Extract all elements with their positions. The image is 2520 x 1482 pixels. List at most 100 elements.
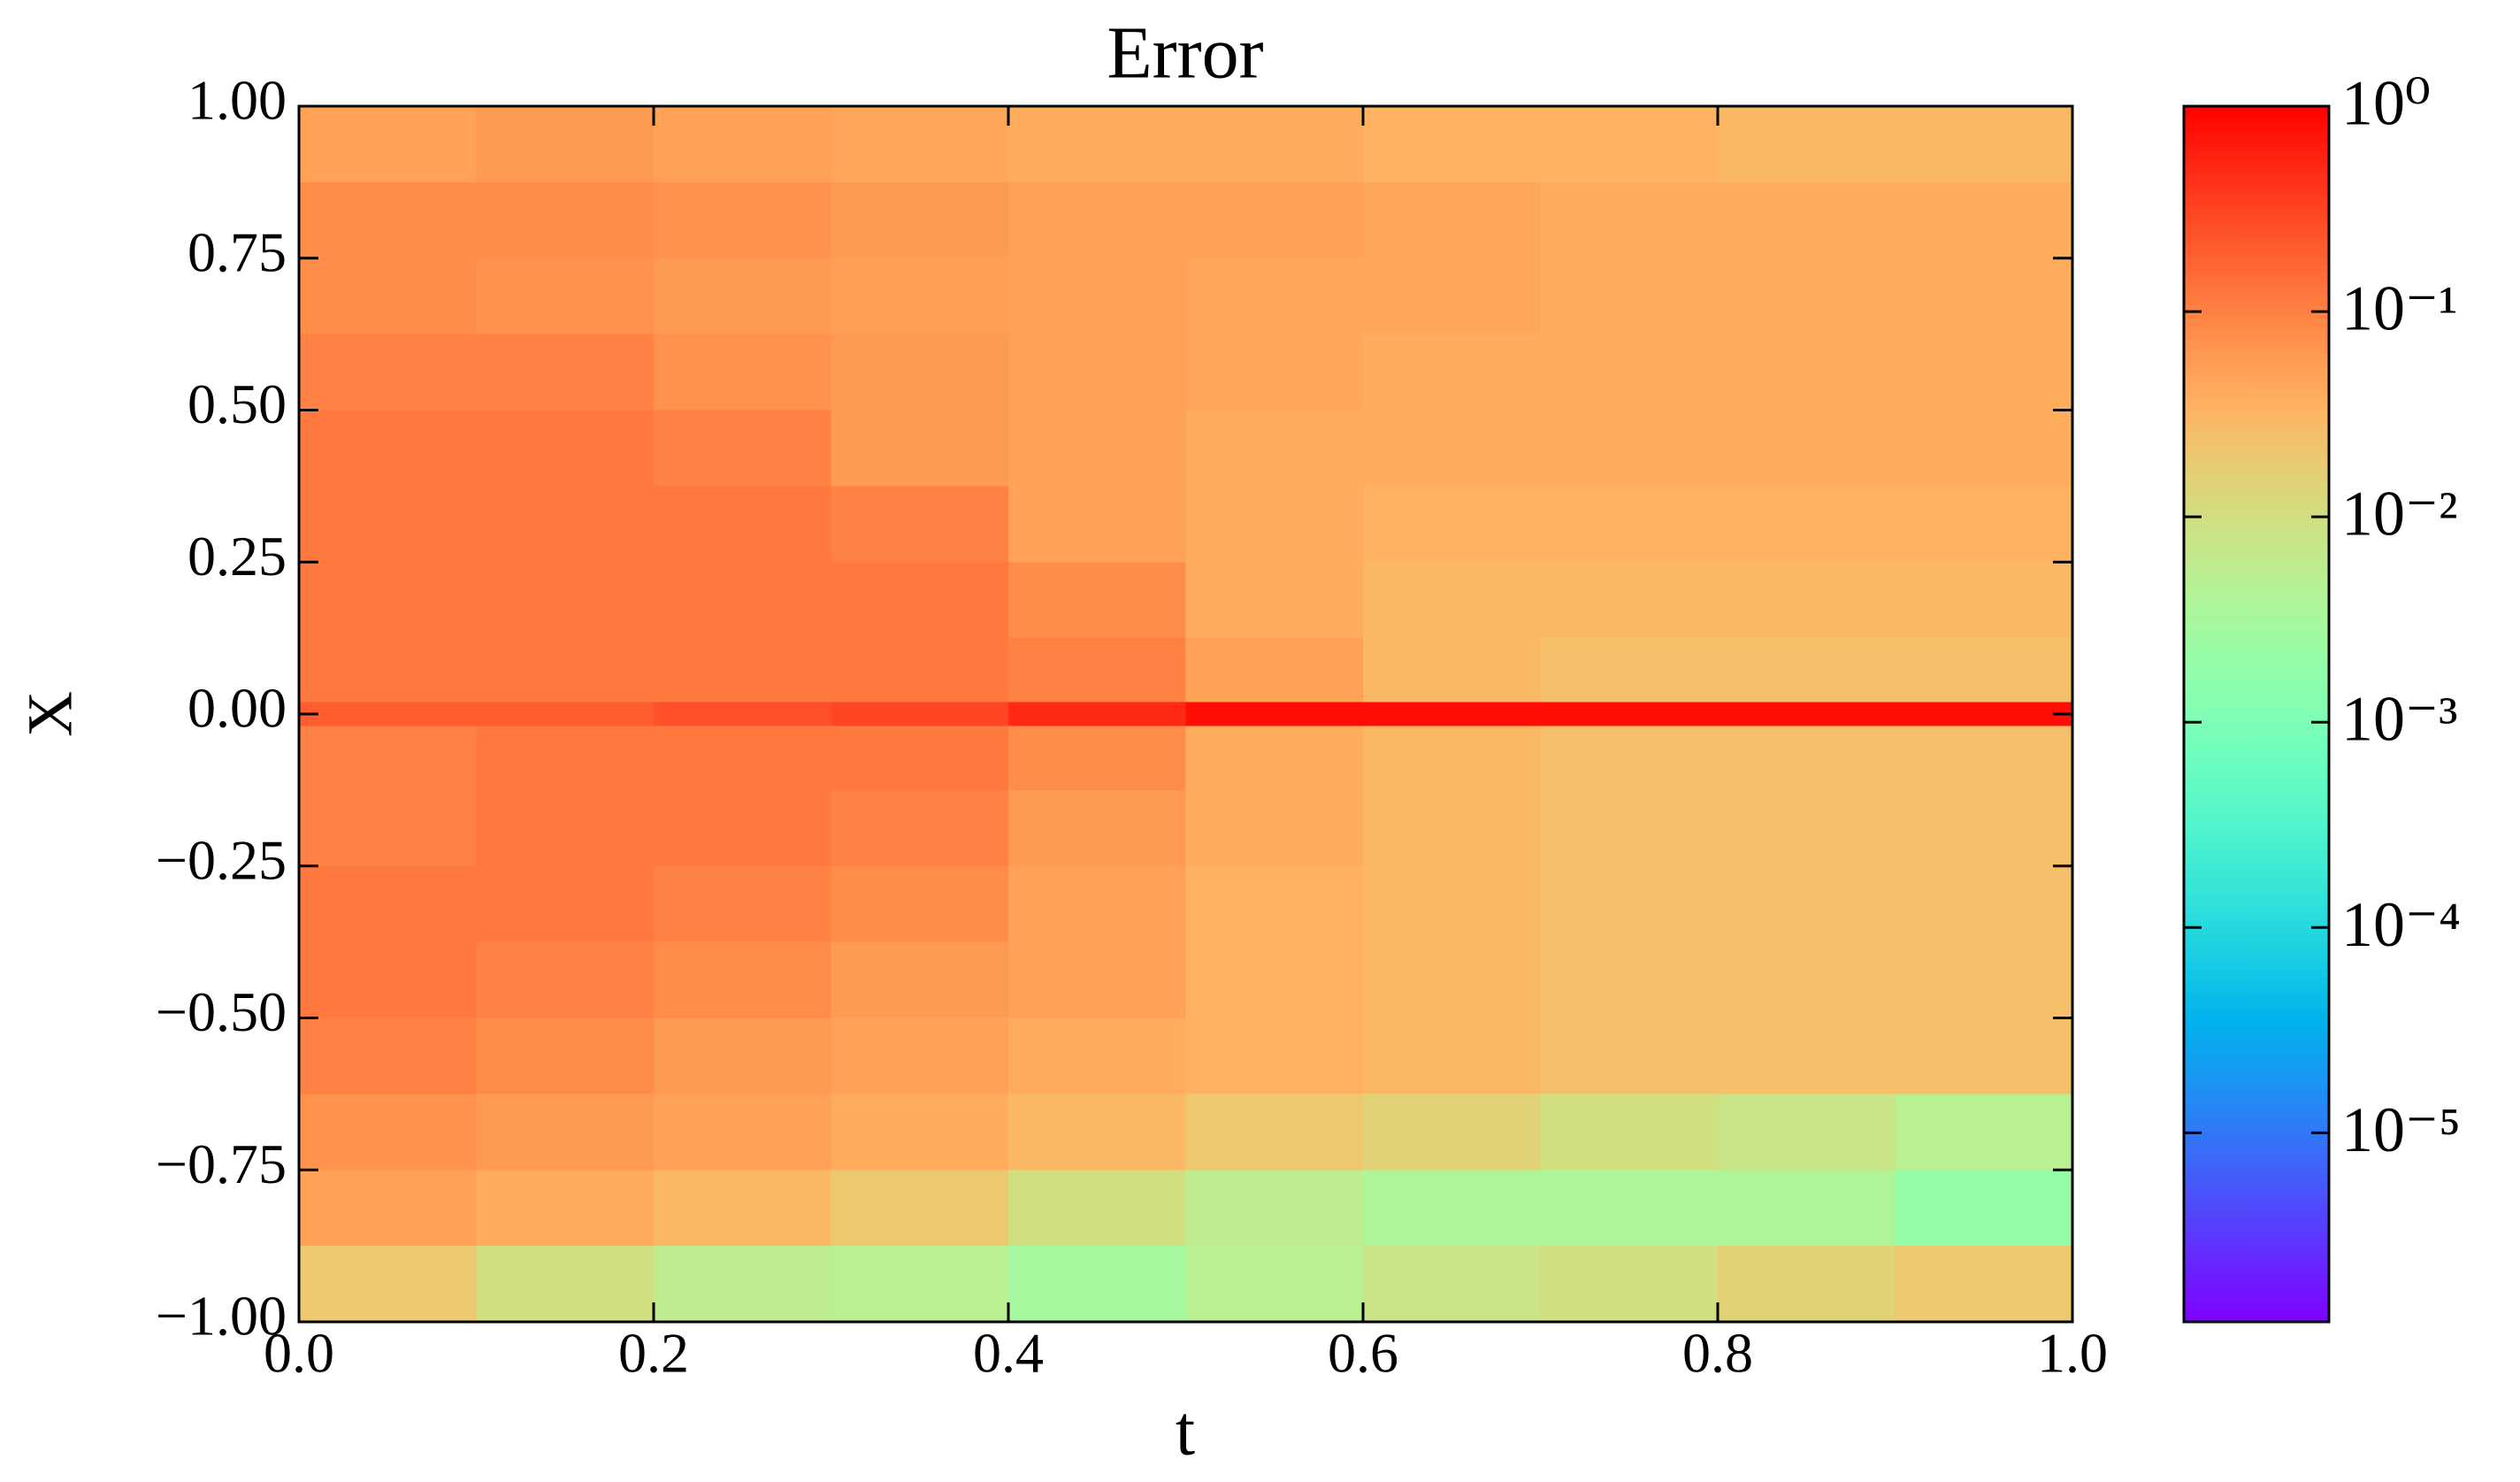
heatmap-cell	[476, 1017, 655, 1094]
heatmap-cell	[476, 486, 655, 563]
heatmap-cell	[299, 334, 477, 411]
heatmap-cell	[1718, 1017, 1896, 1094]
heatmap-cell	[1718, 486, 1896, 563]
heatmap-cell	[299, 638, 477, 703]
heatmap-cell	[1185, 410, 1364, 487]
heatmap-cell	[1895, 562, 2073, 639]
y-tick-label: −0.25	[156, 828, 287, 891]
heatmap-cell	[831, 106, 1009, 183]
heatmap-cell	[1540, 726, 1719, 791]
heatmap-cell	[1363, 1246, 1541, 1323]
heatmap-cell	[1008, 941, 1186, 1018]
heatmap-cell	[1718, 726, 1896, 791]
heatmap-cell	[1718, 181, 1896, 259]
heatmap-cell	[1008, 334, 1186, 411]
heatmap-cell	[654, 1094, 831, 1171]
x-tick-label: 0.6	[1328, 1322, 1398, 1385]
heatmap-cell	[1540, 106, 1719, 183]
x-tick-label: 0.4	[973, 1322, 1044, 1385]
heatmap-cell	[299, 1017, 477, 1094]
y-tick-label: 0.00	[188, 677, 287, 740]
heatmap-cell	[1540, 334, 1719, 411]
heatmap-cell	[1540, 1094, 1719, 1171]
heatmap-cell	[1540, 410, 1719, 487]
heatmap-cell	[299, 562, 477, 639]
heatmap-cell	[1363, 562, 1541, 639]
heatmap-cell	[831, 1017, 1009, 1094]
heatmap-cell	[1718, 562, 1896, 639]
heatmap-cell	[1008, 789, 1186, 867]
heatmap-cell	[831, 726, 1009, 791]
heatmap-cell	[476, 106, 655, 183]
colorbar-tick-label: 10⁻⁴	[2341, 889, 2461, 960]
heatmap-cell	[299, 1170, 477, 1247]
heatmap-cell	[831, 181, 1009, 259]
heatmap-cell	[1540, 702, 1719, 727]
heatmap-cell	[831, 789, 1009, 867]
heatmap-cell	[299, 106, 477, 183]
heatmap-cell	[476, 865, 655, 943]
heatmap-cell	[1895, 726, 2073, 791]
heatmap-cell	[831, 334, 1009, 411]
chart-title: Error	[1107, 12, 1263, 94]
heatmap-cell	[1008, 726, 1186, 791]
heatmap-cell	[1540, 486, 1719, 563]
y-axis-label: X	[15, 691, 86, 737]
heatmap-cell	[1008, 1246, 1186, 1323]
heatmap-cell	[1008, 410, 1186, 487]
heatmap-cell	[1718, 1094, 1896, 1171]
heatmap-cell	[654, 638, 831, 703]
heatmap-cell	[476, 410, 655, 487]
heatmap-cell	[654, 726, 831, 791]
heatmap-cell	[831, 702, 1009, 727]
heatmap-cell	[1363, 865, 1541, 943]
heatmap-cell	[1895, 106, 2073, 183]
heatmap-cell	[654, 562, 831, 639]
y-tick-label: −0.50	[156, 980, 287, 1043]
heatmap-cell	[476, 941, 655, 1018]
heatmap-cell	[831, 1246, 1009, 1323]
heatmap-cell	[1363, 334, 1541, 411]
heatmap-cell	[299, 789, 477, 867]
heatmap-cell	[299, 726, 477, 791]
heatmap-cell	[299, 865, 477, 943]
heatmap-cell	[1718, 257, 1896, 335]
heatmap-cell	[1718, 638, 1896, 703]
heatmap-cell	[654, 257, 831, 335]
heatmap-cell	[299, 702, 477, 727]
heatmap-cell	[654, 1170, 831, 1247]
heatmap-cell	[1008, 865, 1186, 943]
heatmap-cell	[1185, 702, 1364, 727]
y-tick-label: −1.00	[156, 1285, 287, 1348]
heatmap-cell	[1540, 1170, 1719, 1247]
heatmap-cell	[1363, 702, 1541, 727]
heatmap-cell	[476, 562, 655, 639]
heatmap-cell	[1895, 1017, 2073, 1094]
heatmap-cell	[1540, 562, 1719, 639]
heatmap-cell	[831, 486, 1009, 563]
heatmap-cell	[1895, 702, 2073, 727]
heatmap-cell	[476, 702, 655, 727]
heatmap-cell	[1363, 1094, 1541, 1171]
y-tick-label: −0.75	[156, 1133, 287, 1195]
colorbar-tick-label: 10⁻³	[2341, 684, 2458, 755]
x-tick-label: 1.0	[2037, 1322, 2108, 1385]
heatmap-cell	[1718, 789, 1896, 867]
heatmap-cell	[1185, 726, 1364, 791]
x-tick-label: 0.2	[618, 1322, 689, 1385]
heatmap-cell	[831, 257, 1009, 335]
heatmap-cell	[1008, 1017, 1186, 1094]
heatmap-cell	[1895, 638, 2073, 703]
x-tick-label: 0.8	[1682, 1322, 1753, 1385]
colorbar-tick-label: 10⁻²	[2341, 479, 2458, 549]
heatmap-cell	[1363, 941, 1541, 1018]
heatmap-cell	[1895, 941, 2073, 1018]
heatmap-cell	[1895, 1094, 2073, 1171]
heatmap-cell	[1185, 1094, 1364, 1171]
heatmap-cell	[1718, 334, 1896, 411]
x-tick-label: 0.0	[264, 1322, 334, 1385]
heatmap-cell	[654, 941, 831, 1018]
heatmap-cell	[1540, 941, 1719, 1018]
heatmap-cell	[1185, 941, 1364, 1018]
